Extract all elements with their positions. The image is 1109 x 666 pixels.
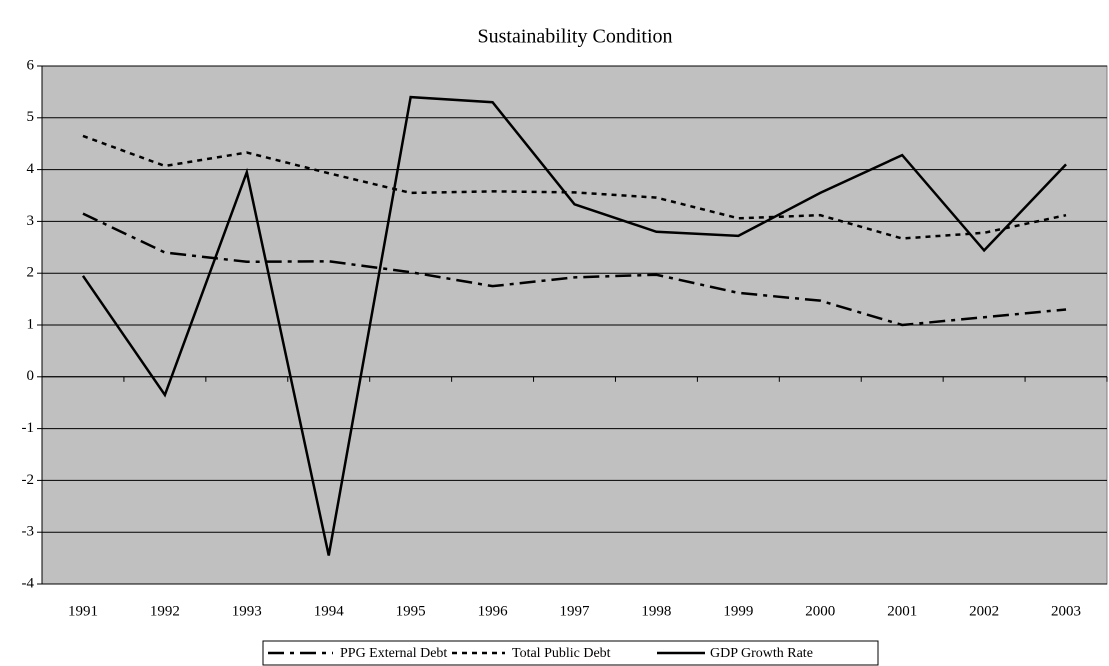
x-tick-label: 1999 [723,603,753,619]
series-line [81,95,1067,556]
chart-title: Sustainability Condition [477,26,672,48]
x-tick-label: 1998 [641,603,671,619]
y-tick-label: 5 [27,109,35,125]
x-tick-label: 1993 [232,603,262,619]
x-tick-label: 1991 [68,603,98,619]
x-tick-label: 1997 [560,603,591,619]
legend-label: Total Public Debt [512,646,611,661]
y-tick-label: -3 [22,524,35,540]
y-tick-label: 4 [27,161,35,177]
x-tick-label: 2003 [1051,603,1081,619]
x-tick-label: 1995 [396,603,426,619]
x-tick-label: 2000 [805,603,835,619]
y-tick-label: -4 [22,575,35,591]
legend-box [262,640,879,666]
legend-label: GDP Growth Rate [710,646,813,661]
y-tick-label: 1 [27,316,35,332]
series-line [82,134,1067,240]
series-line [82,212,1067,327]
y-tick-label: 2 [27,265,35,281]
y-tick-label: -1 [22,420,35,436]
x-tick-label: 2002 [969,603,999,619]
x-tick-label: 1992 [150,603,180,619]
y-tick-label: 6 [27,57,35,73]
y-tick-label: 3 [27,213,35,229]
legend-label: PPG External Debt [340,646,447,661]
y-tick-label: 0 [27,368,35,384]
x-tick-label: 1996 [478,603,509,619]
x-tick-label: 2001 [887,603,917,619]
y-tick-label: -2 [22,472,35,488]
x-tick-label: 1994 [314,603,345,619]
